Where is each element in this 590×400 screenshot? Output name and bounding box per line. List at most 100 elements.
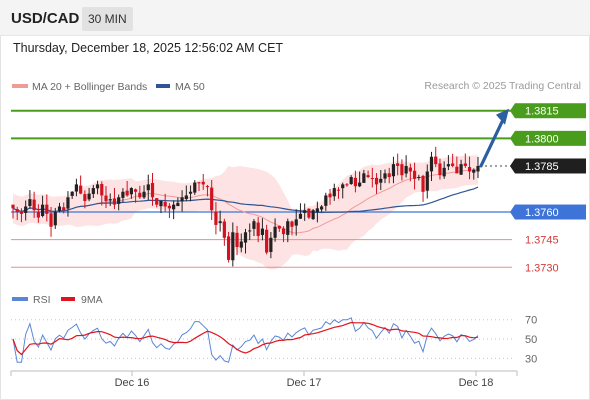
- candle: [205, 184, 210, 197]
- candle: [222, 218, 226, 246]
- candle-body: [349, 177, 353, 185]
- candle: [57, 202, 62, 213]
- candle-body: [328, 193, 332, 198]
- candle-body: [146, 184, 150, 191]
- candle-body: [336, 189, 341, 191]
- candle: [374, 173, 379, 194]
- candle: [70, 191, 74, 199]
- price-level-badge: [515, 204, 586, 220]
- candle-body: [100, 183, 104, 196]
- candle: [472, 168, 476, 180]
- x-axis: Dec 16 Dec 17 Dec 18: [10, 371, 518, 389]
- candle-body: [167, 205, 172, 209]
- candle-body: [231, 232, 235, 261]
- candle-body: [277, 225, 281, 229]
- candle: [125, 180, 129, 197]
- candle: [307, 208, 311, 220]
- candle: [311, 208, 315, 221]
- candle: [303, 203, 307, 221]
- candle: [15, 206, 19, 221]
- candle-body: [379, 178, 383, 183]
- candle: [315, 201, 319, 223]
- candle: [324, 192, 328, 211]
- rsi-ma-line: [12, 321, 479, 356]
- candle-body: [294, 219, 298, 226]
- candle-body: [104, 195, 108, 201]
- candle-body: [366, 175, 370, 178]
- price-level-badge: [515, 130, 586, 146]
- candle: [117, 194, 121, 211]
- rsi-tick-label: 70: [525, 315, 537, 327]
- price-level-label: 1.3800: [510, 130, 586, 146]
- candle-body: [400, 164, 404, 176]
- x-tick-label: Dec 18: [459, 377, 494, 389]
- candle: [370, 167, 374, 188]
- candle: [193, 180, 197, 195]
- candle: [248, 223, 252, 241]
- ma50-line: [12, 186, 479, 214]
- candle-body: [290, 221, 294, 227]
- candle-body: [467, 167, 472, 172]
- price-level-badge: [515, 103, 586, 119]
- candle: [379, 170, 383, 191]
- candle: [345, 183, 349, 187]
- candle-body: [138, 192, 142, 198]
- candle-body: [32, 199, 36, 211]
- candle-body: [307, 208, 311, 218]
- candle: [74, 178, 79, 197]
- candle: [218, 210, 222, 232]
- candle-body: [425, 171, 429, 191]
- candle-body: [235, 232, 239, 248]
- candle: [277, 225, 281, 232]
- candle-body: [163, 201, 167, 207]
- candle: [463, 153, 467, 168]
- candle-body: [197, 182, 201, 184]
- candle-body: [57, 206, 62, 211]
- candle-body: [248, 230, 252, 232]
- candle: [442, 161, 446, 179]
- candle-body: [66, 197, 70, 209]
- candle-body: [353, 177, 358, 187]
- candle: [184, 185, 188, 202]
- candle: [138, 185, 142, 199]
- price-level-label: 1.3785: [510, 158, 586, 174]
- candle-body: [201, 181, 205, 185]
- candle-body: [412, 170, 417, 179]
- candle-body: [210, 187, 214, 211]
- price-legend: MA 20 + Bollinger Bands MA 50: [12, 81, 205, 93]
- candle-body: [374, 177, 379, 185]
- candle: [40, 195, 45, 218]
- price-level-value: 1.3800: [525, 133, 559, 145]
- candle: [95, 180, 100, 195]
- candle-body: [91, 188, 95, 194]
- candle-body: [319, 206, 324, 210]
- candle-body: [324, 195, 328, 206]
- candle-body: [243, 232, 248, 243]
- candle-body: [188, 191, 193, 194]
- candle: [294, 209, 298, 236]
- candle-body: [11, 204, 15, 209]
- candle: [11, 204, 15, 219]
- candle: [412, 162, 417, 190]
- candle-body: [362, 173, 366, 183]
- candle-body: [36, 211, 40, 218]
- candle: [155, 197, 159, 208]
- candle-body: [226, 236, 231, 260]
- symbol-title: USD/CAD: [11, 10, 80, 27]
- candle-body: [53, 212, 57, 226]
- candle: [269, 232, 273, 259]
- candle: [332, 183, 336, 201]
- candle: [383, 169, 387, 184]
- candle-body: [49, 213, 53, 227]
- candle: [281, 226, 286, 243]
- candle-body: [463, 163, 467, 166]
- timeframe-badge[interactable]: 30 MIN: [82, 7, 133, 31]
- candle: [104, 186, 108, 208]
- candle: [451, 153, 455, 168]
- candle: [273, 218, 277, 242]
- candle: [66, 191, 70, 217]
- candle: [290, 220, 294, 236]
- legend-swatch-ma50: [156, 84, 170, 88]
- candle: [24, 200, 28, 221]
- candle: [362, 169, 366, 183]
